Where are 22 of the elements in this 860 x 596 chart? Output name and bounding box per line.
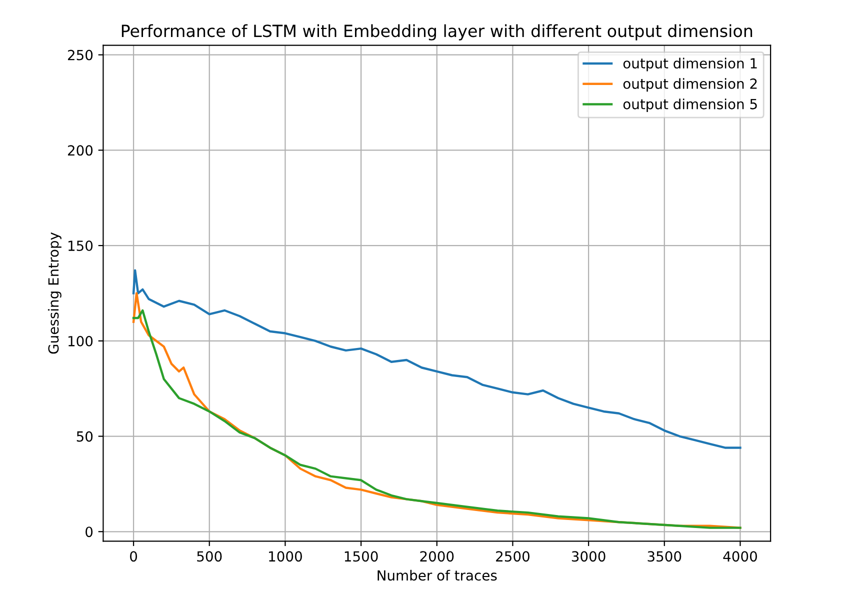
legend-label: output dimension 1 bbox=[623, 58, 757, 72]
chart-title: Performance of LSTM with Embedding layer with different output dimension bbox=[122, 24, 752, 40]
x-tick-label: 1000 bbox=[269, 551, 302, 562]
y-tick-label: 200 bbox=[68, 145, 93, 156]
x-tick-label: 2500 bbox=[496, 551, 530, 562]
x-axis-title: Number of traces bbox=[378, 570, 497, 581]
x-tick-label: 3000 bbox=[572, 551, 606, 562]
y-axis-title: Guessing Entropy bbox=[48, 232, 62, 354]
y-tick-label: 100 bbox=[68, 336, 93, 346]
y-tick-label: 250 bbox=[68, 50, 93, 60]
x-tick-label: 1500 bbox=[344, 551, 378, 562]
legend-label: output dimension 5 bbox=[623, 98, 757, 112]
x-tick-label: 3500 bbox=[648, 551, 682, 562]
x-tick-label: 4000 bbox=[723, 551, 757, 562]
x-tick-label: 0 bbox=[130, 551, 138, 562]
y-tick-label: 0 bbox=[86, 526, 93, 538]
line-series bbox=[132, 269, 742, 449]
x-tick-label: 500 bbox=[197, 551, 222, 562]
x-tick-label: 2000 bbox=[420, 551, 454, 562]
y-tick-label: 50 bbox=[76, 431, 93, 442]
legend-label: output dimension 2 bbox=[623, 78, 757, 92]
y-tick-label: 150 bbox=[68, 240, 93, 252]
